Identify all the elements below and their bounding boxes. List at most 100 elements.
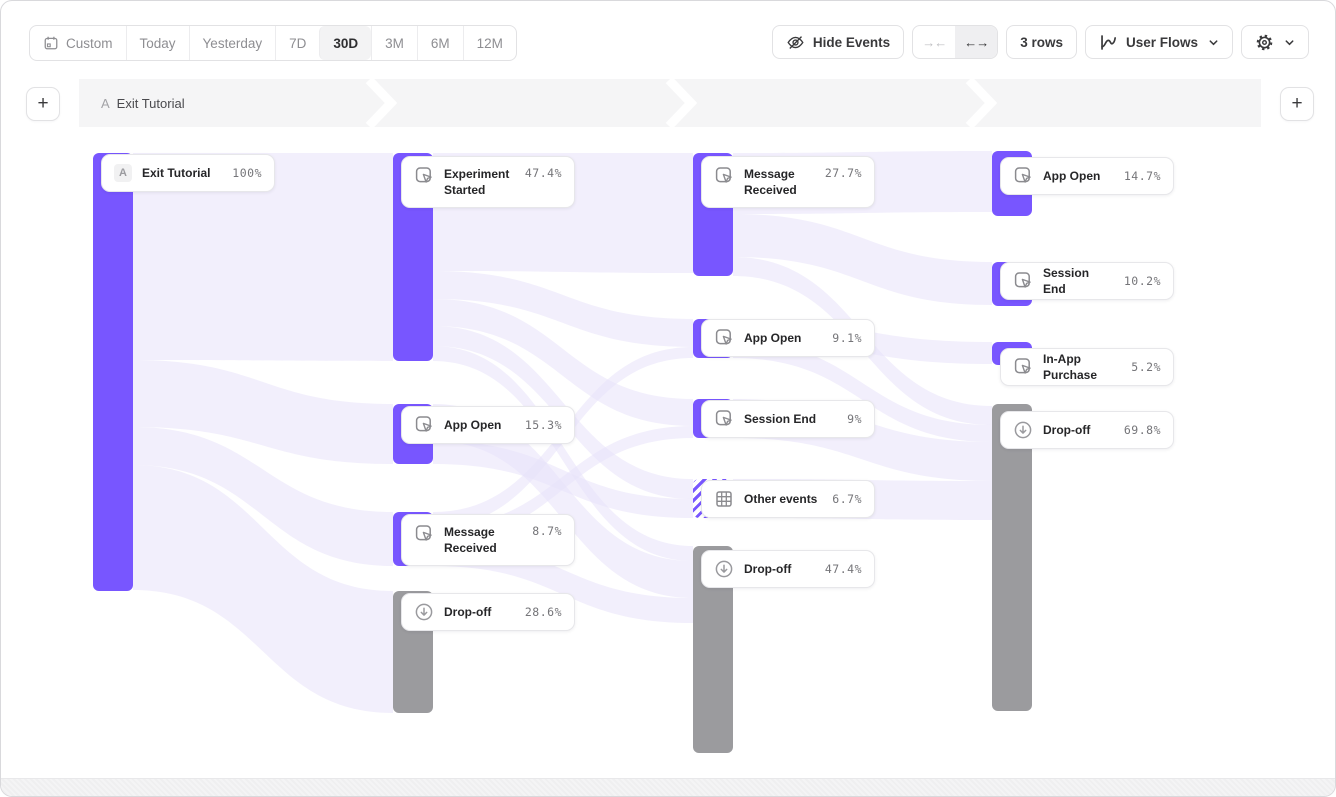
- node-value: 15.3%: [524, 418, 562, 432]
- arrows-outward-icon[interactable]: ←→: [955, 26, 998, 58]
- flow-node-drop-off[interactable]: Drop-off 47.4%: [701, 550, 875, 588]
- chevron-down-icon: [1209, 39, 1218, 45]
- toolbar-right: Hide Events →← ←→ 3 rows User Flows: [771, 25, 1309, 59]
- node-label: Exit Tutorial: [142, 165, 211, 180]
- event-icon: [715, 167, 732, 183]
- node-label: Session End: [1043, 265, 1090, 296]
- flow-node-app-open[interactable]: App Open 14.7%: [1000, 157, 1174, 195]
- add-step-right-button[interactable]: +: [1280, 87, 1314, 121]
- rows-button[interactable]: 3 rows: [1006, 25, 1077, 59]
- flow-node-other-events[interactable]: Other events 6.7%: [701, 480, 875, 518]
- event-icon: [1014, 358, 1031, 374]
- node-label: Message Received: [744, 167, 797, 198]
- date-range-12m[interactable]: 12M: [462, 26, 516, 60]
- node-value: 100%: [232, 166, 262, 180]
- flow-ribbon: [433, 426, 693, 541]
- dropoff-arrow-icon: [715, 560, 733, 578]
- flow-node-app-open[interactable]: App Open 9.1%: [701, 319, 875, 357]
- node-value: 10.2%: [1123, 274, 1161, 288]
- flow-title-text: Exit Tutorial: [116, 95, 185, 111]
- date-range-7d[interactable]: 7D: [275, 26, 319, 60]
- event-icon: [715, 329, 732, 345]
- node-value: 9%: [847, 412, 862, 426]
- column-width-toggle: →← ←→: [912, 25, 999, 59]
- node-value: 28.6%: [524, 605, 562, 619]
- flow-node-drop-off[interactable]: Drop-off 69.8%: [1000, 411, 1174, 449]
- date-range-yesterday[interactable]: Yesterday: [188, 26, 276, 60]
- flows-chart-icon: [1101, 34, 1116, 50]
- flow-node-message-received[interactable]: Message Received 8.7%: [401, 514, 575, 566]
- chevron-down-icon: [1285, 39, 1294, 45]
- node-value: 6.7%: [832, 492, 862, 506]
- node-label: In-App Purchase: [1043, 351, 1098, 382]
- flow-node-message-received[interactable]: Message Received 27.7%: [701, 156, 875, 208]
- node-value: 47.4%: [524, 166, 562, 180]
- dropoff-arrow-icon: [415, 603, 433, 621]
- eye-off-icon: [787, 35, 804, 49]
- flow-node-exit-tutorial[interactable]: A Exit Tutorial 100%: [101, 154, 275, 192]
- date-range-today[interactable]: Today: [125, 26, 189, 60]
- flow-ribbon: [433, 271, 693, 347]
- event-icon: [415, 167, 432, 183]
- arrows-inward-icon[interactable]: →←: [922, 34, 947, 50]
- node-value: 47.4%: [824, 562, 862, 576]
- node-value: 14.7%: [1123, 169, 1161, 183]
- flow-node-session-end[interactable]: Session End 9%: [701, 400, 875, 438]
- flow-ribbon: [433, 346, 693, 561]
- flow-node-drop-off[interactable]: Drop-off 28.6%: [401, 593, 575, 631]
- date-range-custom[interactable]: Custom: [30, 26, 126, 60]
- node-label: Drop-off: [444, 604, 492, 619]
- node-value: 27.7%: [824, 166, 862, 180]
- flow-node-session-end[interactable]: Session End 10.2%: [1000, 262, 1174, 300]
- gear-icon: [1256, 34, 1273, 50]
- node-value: 9.1%: [832, 331, 862, 345]
- date-range-group: Custom Today Yesterday 7D 30D 3M 6M 12M: [29, 25, 517, 61]
- node-label: Drop-off: [1043, 422, 1091, 437]
- flow-ribbon: [133, 153, 393, 361]
- node-label: Drop-off: [744, 561, 792, 576]
- flow-node-app-open[interactable]: App Open 15.3%: [401, 406, 575, 444]
- date-range-30d[interactable]: 30D: [319, 26, 372, 60]
- add-step-left-button[interactable]: +: [26, 87, 60, 121]
- date-range-label: Custom: [66, 35, 113, 51]
- node-value: 5.2%: [1131, 360, 1161, 374]
- flow-bar-exit-tutorial[interactable]: [93, 153, 133, 591]
- node-value: 8.7%: [532, 524, 562, 538]
- flow-node-experiment-started[interactable]: Experiment Started 47.4%: [401, 156, 575, 208]
- node-value: 69.8%: [1123, 423, 1161, 437]
- flow-ribbon: [133, 360, 393, 464]
- node-label: Other events: [744, 491, 818, 506]
- event-icon: [715, 410, 732, 426]
- flow-bar-drop-off[interactable]: [992, 404, 1032, 711]
- toolbar: Custom Today Yesterday 7D 30D 3M 6M 12M …: [1, 1, 1335, 71]
- node-label: Session End: [744, 411, 817, 426]
- flow-ribbon: [133, 465, 393, 713]
- date-range-6m[interactable]: 6M: [416, 26, 463, 60]
- node-label: Message Received: [444, 525, 497, 556]
- grid-events-icon: [716, 491, 732, 507]
- hide-events-button[interactable]: Hide Events: [771, 25, 905, 59]
- node-label: App Open: [444, 417, 502, 432]
- node-label: App Open: [744, 330, 802, 345]
- flow-title: A Exit Tutorial: [101, 79, 185, 127]
- step-letter: A: [101, 95, 110, 111]
- date-range-3m[interactable]: 3M: [371, 26, 417, 60]
- event-icon: [1014, 167, 1031, 183]
- flow-ribbon: [433, 299, 693, 426]
- step-letter-badge: A: [114, 164, 132, 182]
- flow-ribbon: [733, 341, 992, 442]
- flow-ribbon: [733, 214, 992, 305]
- flow-node-in-app-purchase[interactable]: In-App Purchase 5.2%: [1000, 348, 1174, 386]
- event-icon: [415, 416, 432, 432]
- dropoff-arrow-icon: [1014, 421, 1032, 439]
- event-icon: [1014, 272, 1031, 288]
- settings-button[interactable]: [1241, 25, 1309, 59]
- view-selector-button[interactable]: User Flows: [1084, 25, 1233, 59]
- calendar-icon: [44, 36, 58, 50]
- footer-strip: [1, 778, 1335, 796]
- event-icon: [415, 525, 432, 541]
- flow-ribbon: [133, 427, 393, 566]
